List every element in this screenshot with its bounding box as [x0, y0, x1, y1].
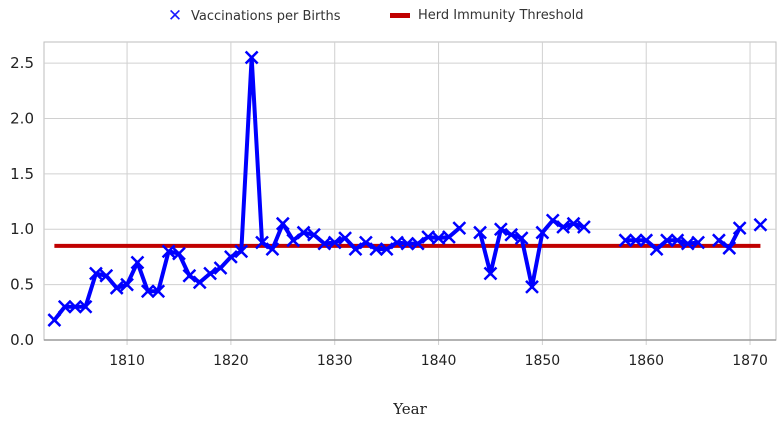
data-point-marker — [140, 284, 155, 299]
data-point-marker — [545, 213, 560, 228]
data-point-marker — [265, 242, 280, 257]
data-point-marker — [224, 250, 238, 264]
legend: ✕ Vaccinations per Births Herd Immunity … — [0, 6, 782, 28]
data-point-marker — [525, 279, 539, 294]
data-point-marker — [348, 242, 363, 257]
data-point-marker — [130, 255, 145, 270]
y-tick-label: 1.0 — [10, 220, 34, 238]
data-point-marker — [161, 244, 176, 259]
data-point-marker — [670, 233, 685, 248]
x-tick-label: 1810 — [109, 353, 145, 369]
data-point-marker — [483, 266, 498, 281]
x-tick-label: 1820 — [213, 353, 249, 369]
x-tick-label: 1850 — [525, 353, 561, 369]
data-point-marker — [151, 284, 166, 299]
data-point-marker — [660, 233, 674, 248]
vaccinations-series-line — [52, 55, 462, 323]
y-tick-label: 0.0 — [10, 331, 34, 349]
data-point-marker — [244, 50, 259, 65]
data-point-marker — [452, 221, 467, 236]
data-point-marker — [99, 268, 114, 283]
data-point-marker — [255, 235, 269, 250]
data-point-marker — [89, 266, 103, 281]
data-point-marker — [535, 225, 550, 240]
data-point-marker — [275, 216, 290, 231]
x-tick-label: 1840 — [421, 353, 457, 369]
data-point-marker — [369, 242, 384, 257]
data-point-marker — [753, 217, 768, 232]
data-point-marker — [358, 235, 373, 250]
data-point-marker — [410, 236, 425, 251]
data-point-marker — [213, 261, 228, 275]
data-point-marker — [628, 233, 643, 248]
legend-item-threshold: Herd Immunity Threshold — [390, 8, 584, 23]
data-point-marker — [722, 241, 737, 255]
y-tick-label: 1.5 — [10, 165, 34, 183]
data-point-marker — [68, 299, 83, 314]
data-point-marker — [712, 233, 726, 248]
data-point-marker — [732, 221, 747, 236]
y-tick-label: 2.5 — [10, 54, 34, 72]
x-tick-label: 1860 — [628, 353, 664, 369]
data-point-marker — [234, 244, 249, 259]
data-point-marker — [577, 220, 591, 234]
data-point-marker — [109, 281, 124, 295]
y-tick-label: 2.0 — [10, 109, 34, 127]
data-point-marker — [473, 225, 487, 240]
data-point-marker — [379, 242, 394, 257]
data-point-marker — [400, 236, 415, 251]
legend-item-vaccinations: ✕ Vaccinations per Births — [166, 6, 341, 26]
legend-label-vaccinations: Vaccinations per Births — [191, 8, 341, 24]
x-marker-icon: ✕ — [167, 6, 183, 26]
legend-label-threshold: Herd Immunity Threshold — [418, 8, 584, 23]
data-point-marker — [566, 216, 581, 231]
data-point-marker — [172, 246, 186, 261]
data-point-marker — [182, 268, 197, 283]
data-point-marker — [120, 277, 134, 292]
y-tick-label: 0.5 — [10, 276, 34, 294]
data-point-marker — [493, 222, 508, 237]
data-point-marker — [504, 227, 519, 242]
data-point-marker — [514, 231, 529, 245]
data-point-marker — [286, 233, 301, 248]
data-point-marker — [338, 231, 352, 245]
data-point-marker — [327, 235, 342, 250]
x-axis-title: Year — [393, 400, 427, 418]
data-point-marker — [78, 299, 93, 314]
data-point-marker — [691, 235, 706, 250]
data-point-marker — [203, 266, 218, 281]
x-tick-label: 1830 — [317, 353, 353, 369]
data-point-marker — [618, 233, 633, 248]
data-point-marker — [296, 225, 311, 240]
x-tick-label: 1870 — [732, 353, 768, 369]
line-swatch-icon — [390, 13, 410, 18]
data-point-marker — [47, 313, 62, 327]
data-point-marker — [556, 220, 571, 234]
data-point-marker — [57, 299, 72, 314]
